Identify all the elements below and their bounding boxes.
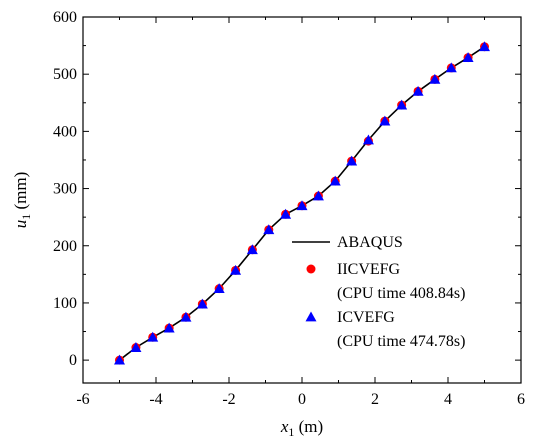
point-icvefg xyxy=(263,224,275,235)
point-icvefg xyxy=(362,134,374,145)
y-axis-label: u1 (mm) xyxy=(11,172,33,229)
y-tick-label: 500 xyxy=(53,66,77,83)
point-icvefg xyxy=(163,322,175,333)
x-tick-label: -4 xyxy=(149,391,162,408)
point-icvefg xyxy=(280,208,292,219)
point-icvefg xyxy=(412,85,424,96)
y-axis-sub: 1 xyxy=(19,214,33,220)
series-group xyxy=(114,41,490,365)
point-icvefg xyxy=(196,298,208,309)
point-icvefg xyxy=(445,62,457,73)
point-icvefg xyxy=(130,342,142,352)
point-icvefg xyxy=(147,331,159,342)
x-tick-label: 6 xyxy=(517,391,525,408)
axis-labels-group: x1 (m)u1 (mm) xyxy=(11,172,323,439)
y-tick-label: 200 xyxy=(53,238,77,255)
y-tick-label: 400 xyxy=(53,123,77,140)
point-icvefg xyxy=(213,283,225,294)
legend-label: ICVEFG xyxy=(337,309,395,326)
x-tick-label: 2 xyxy=(371,391,379,408)
point-icvefg xyxy=(230,264,242,275)
y-axis-var: u xyxy=(11,220,30,229)
y-tick-label: 300 xyxy=(53,181,77,198)
point-icvefg xyxy=(329,175,341,186)
x-tick-label: 0 xyxy=(298,391,306,408)
x-tick-label: 4 xyxy=(444,391,452,408)
point-icvefg xyxy=(296,200,308,211)
ticks-group: -6 -4 -2 0 2 4 6 0 100 200 300 400 500 600 xyxy=(53,9,525,408)
legend-triangle-symbol xyxy=(305,311,317,322)
x-axis-label: x1 (m) xyxy=(280,417,323,439)
legend: ABAQUS IICVEFG (CPU time 408.84s) ICVEFG (CP… xyxy=(292,234,465,350)
point-icvefg xyxy=(462,52,474,63)
x-tick-label: -6 xyxy=(76,391,89,408)
x-axis-unit: (m) xyxy=(294,417,323,436)
x-axis-sub: 1 xyxy=(288,425,294,439)
point-icvefg xyxy=(429,73,441,84)
point-icvefg xyxy=(479,41,490,52)
point-icvefg xyxy=(114,354,125,365)
x-axis-var: x xyxy=(280,417,289,436)
point-icvefg xyxy=(312,190,324,201)
y-tick-label: 100 xyxy=(53,295,77,312)
legend-sublabel: (CPU time 408.84s) xyxy=(337,285,465,302)
point-icvefg xyxy=(396,99,408,110)
y-tick-label: 600 xyxy=(53,9,77,26)
legend-label: IICVEFG xyxy=(337,261,401,278)
y-axis-unit: (mm) xyxy=(11,172,30,214)
legend-sublabel: (CPU time 474.78s) xyxy=(337,333,465,350)
legend-label: ABAQUS xyxy=(337,234,403,251)
point-icvefg xyxy=(180,311,192,322)
point-icvefg xyxy=(379,115,391,126)
legend-circle-symbol xyxy=(306,264,316,274)
point-icvefg xyxy=(246,244,258,255)
x-tick-label: -2 xyxy=(222,391,235,408)
point-icvefg xyxy=(346,155,358,166)
y-tick-label: 0 xyxy=(69,352,77,369)
